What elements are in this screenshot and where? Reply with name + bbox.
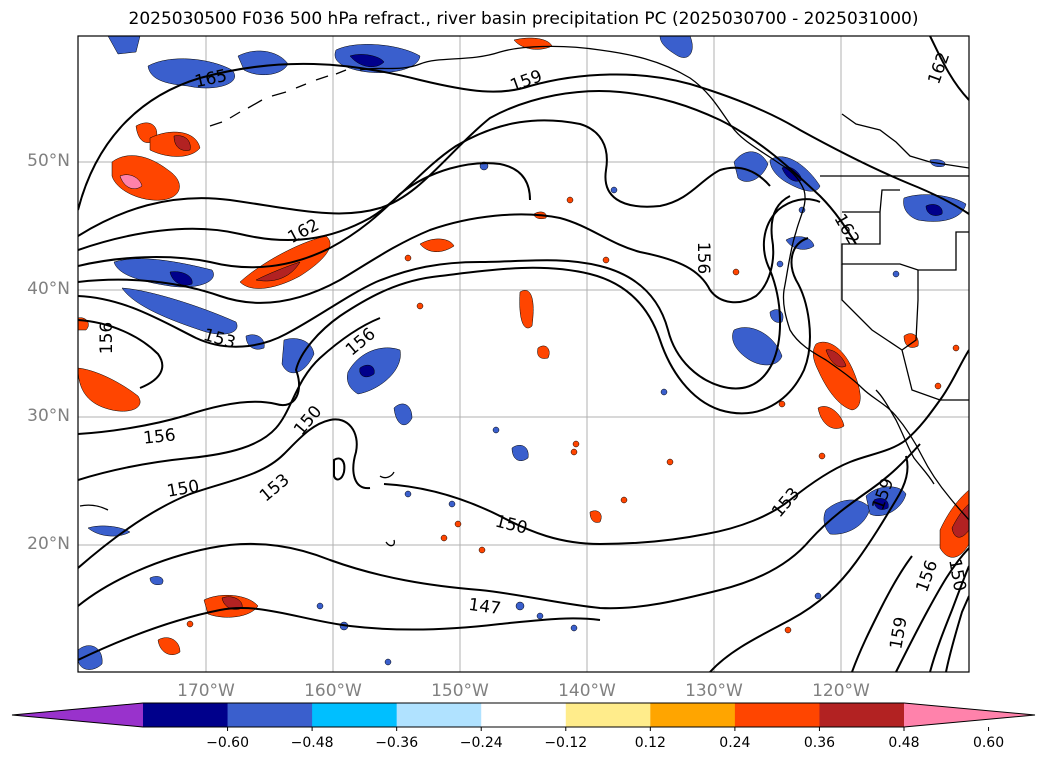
lon-label-140w: 140°W <box>558 681 616 701</box>
graticule <box>78 36 969 672</box>
lat-label-50n: 50°N <box>27 151 70 171</box>
lon-label-170w: 170°W <box>177 681 235 701</box>
contour-label: 156 <box>693 242 713 274</box>
colorbar-tick-label: −0.60 <box>206 735 249 751</box>
colorbar-extend-high <box>904 703 1035 727</box>
colorbar-swatch <box>565 703 651 727</box>
colorbar-outline <box>11 702 1036 728</box>
contour-label: 156 <box>97 322 117 354</box>
contour-label: 156 <box>142 425 176 448</box>
lon-label-150w: 150°W <box>431 681 489 701</box>
colorbar-tick-label: 0.12 <box>634 735 666 751</box>
colorbar-tick-label: −0.48 <box>290 735 334 751</box>
colorbar-swatch <box>227 703 313 727</box>
colorbar-tick-label: 0.48 <box>888 735 920 751</box>
plot-border <box>77 35 970 673</box>
contour-label: 147 <box>467 595 502 619</box>
geopotential-contours <box>78 36 969 672</box>
colorbar-swatch <box>312 703 398 727</box>
lat-label-20n: 20°N <box>27 534 70 554</box>
colorbar <box>11 702 1036 731</box>
colorbar-tick-label: 0.36 <box>803 735 836 751</box>
colorbar-tick-label: 0.24 <box>719 735 751 751</box>
colorbar-tick-label: 0.60 <box>972 735 1005 751</box>
colorbar-swatch <box>734 703 820 727</box>
colorbar-tick-label: −0.12 <box>544 735 588 751</box>
map-title: 2025030500 F036 500 hPa refract., river … <box>128 9 919 29</box>
colorbar-swatch <box>481 703 567 727</box>
lat-label-30n: 30°N <box>27 406 70 426</box>
colorbar-tick-label: −0.24 <box>459 735 503 751</box>
colorbar-swatch <box>143 703 229 727</box>
colorbar-swatch <box>819 703 905 727</box>
colorbar-swatch <box>650 703 736 727</box>
lon-label-130w: 130°W <box>685 681 743 701</box>
lon-label-120w: 120°W <box>812 681 870 701</box>
lon-label-160w: 160°W <box>304 681 362 701</box>
colorbar-tick-label: −0.36 <box>375 735 419 751</box>
lat-label-40n: 40°N <box>27 279 70 299</box>
colorbar-extend-low <box>12 703 143 727</box>
colorbar-swatch <box>396 703 482 727</box>
